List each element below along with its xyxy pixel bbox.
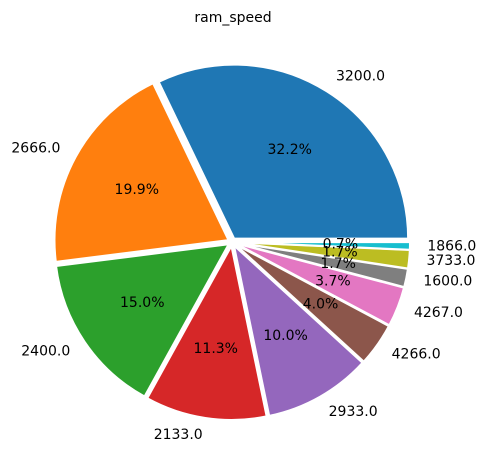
pie-category-label: 3733.0 <box>426 253 475 269</box>
pie-percent-label: 32.2% <box>267 142 311 158</box>
pie-slice-2933-0 <box>232 242 364 418</box>
pie-category-label: 1600.0 <box>423 274 472 290</box>
pie-percent-label: 3.7% <box>315 274 351 290</box>
pie-category-label: 2933.0 <box>329 404 378 420</box>
pie-category-label: 2400.0 <box>21 344 70 360</box>
pie-percent-label: 1.7% <box>322 245 358 261</box>
pie-slices <box>53 63 411 421</box>
pie-slice-1866-0 <box>235 241 411 251</box>
pie-category-label: 4267.0 <box>414 305 463 321</box>
pie-slice-2400-0 <box>54 243 231 398</box>
pie-percent-label: 15.0% <box>120 295 164 311</box>
pie-percent-label: 1.7% <box>320 256 356 272</box>
pie-percent-label: 10.0% <box>263 328 307 344</box>
pie-percent-label: 11.3% <box>194 341 238 357</box>
pie-percent-label: 0.7% <box>323 236 359 252</box>
pie-category-label: 3200.0 <box>336 69 385 85</box>
pie-percent-label: 4.0% <box>303 297 339 313</box>
pie-category-label: 1866.0 <box>427 238 476 254</box>
pie-slice-2133-0 <box>145 243 268 421</box>
pie-percent-label: 19.9% <box>115 182 159 198</box>
chart-title: ram_speed <box>194 10 271 26</box>
pie-category-label: 2666.0 <box>11 141 60 157</box>
pie-category-label: 2133.0 <box>154 427 203 443</box>
pie-category-label: 4266.0 <box>392 347 441 363</box>
pie-slice-3200-0 <box>157 63 410 240</box>
pie-slice-2666-0 <box>53 81 230 263</box>
pie-labels: 32.2% 3200.0 19.9% 2666.0 15.0% 2400.0 11.3% 21… <box>11 69 476 444</box>
